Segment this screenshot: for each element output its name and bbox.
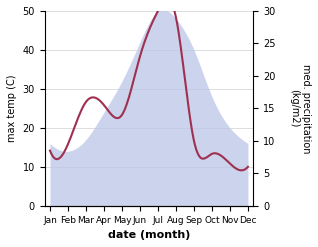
- Y-axis label: max temp (C): max temp (C): [7, 75, 17, 142]
- Y-axis label: med. precipitation
(kg/m2): med. precipitation (kg/m2): [289, 64, 311, 153]
- X-axis label: date (month): date (month): [108, 230, 190, 240]
